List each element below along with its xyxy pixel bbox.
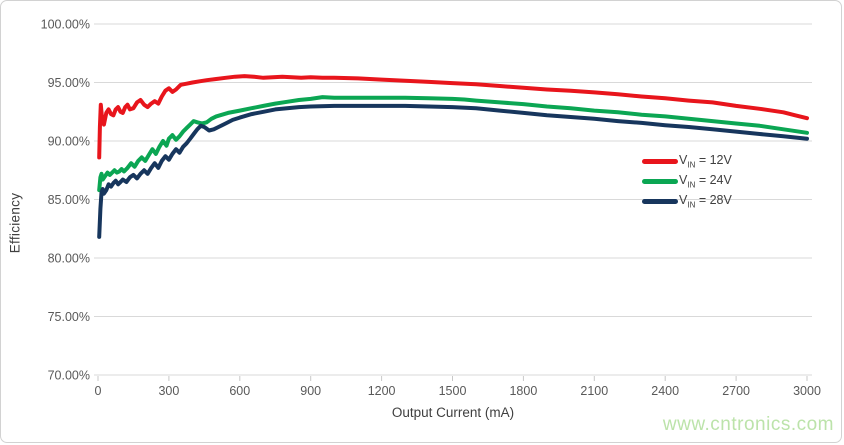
legend-item-vin-24v: VIN = 24V <box>642 171 732 191</box>
x-tick-label-0: 0 <box>95 384 102 398</box>
y-tick-label-75: 75.00% <box>48 310 90 324</box>
x-tick-label-300: 300 <box>158 384 179 398</box>
chart-legend: VIN = 12V VIN = 24V VIN = 28V <box>642 151 732 211</box>
legend-swatch-vin-28v <box>642 198 678 204</box>
legend-swatch-vin-12v <box>642 158 678 164</box>
legend-item-vin-12v: VIN = 12V <box>642 151 732 171</box>
y-tick-label-70: 70.00% <box>48 369 90 383</box>
x-axis-title: Output Current (mA) <box>391 405 515 420</box>
series-line-12v <box>97 74 809 160</box>
y-tick-label-80: 80.00% <box>48 252 90 266</box>
y-tick-label-90: 90.00% <box>48 135 90 149</box>
x-tick-label-1800: 1800 <box>509 384 537 398</box>
legend-label-vin-12v: VIN = 12V <box>679 152 732 170</box>
legend-swatch-vin-24v <box>642 178 678 184</box>
x-tick-label-2100: 2100 <box>580 384 608 398</box>
y-tick-label-85: 85.00% <box>48 193 90 207</box>
series-line-24v <box>97 95 809 193</box>
x-tick-label-1500: 1500 <box>439 384 467 398</box>
legend-label-vin-24v: VIN = 24V <box>679 172 732 190</box>
x-tick-label-3000: 3000 <box>793 384 821 398</box>
x-tick-label-1200: 1200 <box>368 384 396 398</box>
y-axis-title: Efficiency <box>7 192 23 254</box>
legend-label-vin-28v: VIN = 28V <box>679 192 732 210</box>
x-tick-label-2700: 2700 <box>722 384 750 398</box>
y-tick-label-95: 95.00% <box>48 76 90 90</box>
series-line-28v <box>97 103 809 239</box>
x-tick-label-600: 600 <box>229 384 250 398</box>
legend-item-vin-28v: VIN = 28V <box>642 191 732 211</box>
x-tick-label-2400: 2400 <box>651 384 679 398</box>
watermark: www.cntronics.com <box>662 414 834 435</box>
x-tick-label-900: 900 <box>300 384 321 398</box>
y-tick-label-100: 100.00% <box>41 18 90 32</box>
